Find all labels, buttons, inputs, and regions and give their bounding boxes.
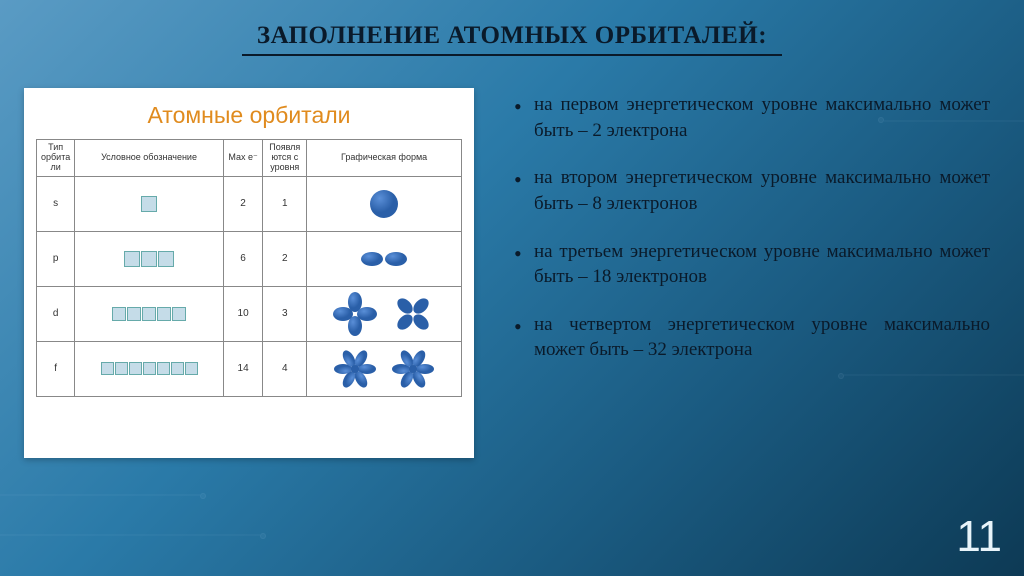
cell-max: 10 [223,286,263,341]
col-max: Мах e⁻ [223,140,263,177]
col-notation: Условное обозначение [75,140,224,177]
cell-max: 14 [223,341,263,396]
bullet-item: на четвертом энергетическом уровне макси… [510,312,990,363]
orbital-shape [311,345,457,393]
box-group [79,251,219,267]
cell-type: d [37,286,75,341]
table-row: p 6 2 [37,231,462,286]
box-group [79,196,219,212]
cell-max: 2 [223,176,263,231]
table-row: f 14 4 [37,341,462,396]
col-shape: Графическая форма [307,140,462,177]
cell-shape [307,231,462,286]
page-number: 11 [956,512,1002,562]
cell-boxes [75,341,224,396]
cell-boxes [75,176,224,231]
cell-shape [307,286,462,341]
col-level: Появля ются с уровня [263,140,307,177]
cell-shape [307,176,462,231]
cell-max: 6 [223,231,263,286]
bullet-item: на первом энергетическом уровне максимал… [510,92,990,143]
orbitals-card: Атомные орбитали Тип орбита ли Условное … [24,88,474,458]
table-body: s 2 1 p 6 2 d 10 3 [37,176,462,396]
cell-shape [307,341,462,396]
cell-level: 4 [263,341,307,396]
table-header-row: Тип орбита ли Условное обозначение Мах e… [37,140,462,177]
box-group [79,307,219,321]
orbitals-table: Тип орбита ли Условное обозначение Мах e… [36,139,462,397]
cell-boxes [75,231,224,286]
col-type: Тип орбита ли [37,140,75,177]
bullet-item: на втором энергетическом уровне максимал… [510,165,990,216]
cell-type: f [37,341,75,396]
title-underline [242,54,782,56]
cell-level: 1 [263,176,307,231]
orbital-shape [311,290,457,338]
cell-level: 2 [263,231,307,286]
slide-title: ЗАПОЛНЕНИЕ АТОМНЫХ ОРБИТАЛЕЙ: [0,22,1024,50]
cell-type: p [37,231,75,286]
box-group [79,362,219,375]
cell-type: s [37,176,75,231]
bullet-list: на первом энергетическом уровне максимал… [510,92,990,385]
table-row: d 10 3 [37,286,462,341]
orbital-shape [311,180,457,228]
orbital-shape [311,235,457,283]
card-title: Атомные орбитали [36,102,462,129]
bullet-item: на третьем энергетическом уровне максима… [510,239,990,290]
table-row: s 2 1 [37,176,462,231]
cell-level: 3 [263,286,307,341]
cell-boxes [75,286,224,341]
